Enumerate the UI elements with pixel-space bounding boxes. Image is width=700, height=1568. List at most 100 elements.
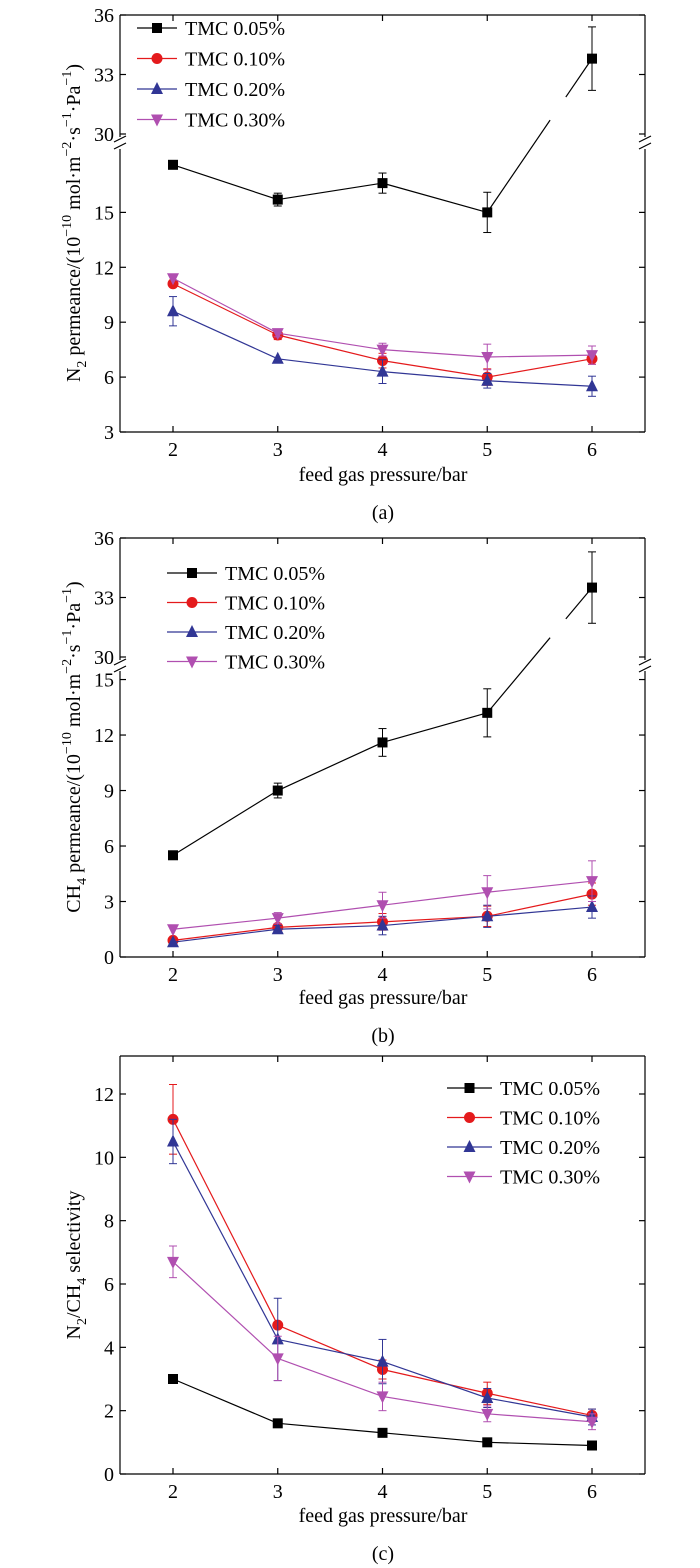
data-point	[481, 1408, 494, 1421]
legend-marker	[463, 1140, 476, 1152]
axis-break-mark	[113, 142, 127, 150]
data-point	[481, 1391, 494, 1403]
data-point	[168, 1374, 178, 1384]
legend-label: TMC 0.20%	[225, 622, 325, 644]
series-line	[277, 1422, 383, 1434]
x-tick-label: 5	[482, 1481, 492, 1503]
series-line	[277, 1324, 383, 1371]
legend-label: TMC 0.30%	[225, 652, 325, 674]
x-tick-label: 2	[168, 1481, 178, 1503]
series-line	[382, 1432, 488, 1443]
series-line	[382, 891, 488, 906]
legend-label: TMC 0.10%	[225, 593, 325, 615]
data-point	[481, 887, 494, 900]
axis-break-mark	[638, 142, 652, 150]
data-point	[481, 373, 494, 386]
y-tick-label: 30	[94, 124, 114, 146]
series-line	[487, 380, 593, 387]
series-line	[277, 904, 383, 919]
series-line	[487, 880, 593, 893]
panel-c-xlabel: feed gas pressure/bar	[299, 1505, 468, 1527]
y-tick-label: 3	[104, 422, 114, 444]
panel-b-ylabel: CH4 permeance/(10−10 mol·m−2·s−1·Pa−1)	[60, 581, 90, 912]
series-line	[487, 354, 593, 358]
x-tick-label: 6	[587, 1481, 597, 1503]
y-tick-label: 10	[94, 1147, 114, 1169]
axis-break-mark	[638, 658, 652, 666]
legend: TMC 0.05% TMC 0.10% TMC 0.20% TMC 0.30%	[137, 18, 285, 132]
panel-b-label: (b)	[371, 1025, 394, 1047]
legend-label: TMC 0.20%	[500, 1137, 600, 1159]
legend-marker	[186, 625, 198, 637]
legend-marker	[187, 568, 197, 578]
data-point	[377, 178, 388, 189]
data-point	[167, 273, 179, 286]
data-point	[481, 351, 494, 364]
series-tmc-0-30-	[167, 1245, 598, 1431]
series-line	[277, 334, 383, 362]
data-point	[376, 344, 389, 357]
y-tick-label: 15	[94, 202, 114, 224]
y-tick-label: 9	[104, 312, 114, 334]
x-tick-label: 3	[273, 439, 283, 461]
data-point	[482, 1437, 493, 1448]
legend-label: TMC 0.10%	[500, 1108, 600, 1130]
data-point	[376, 1391, 389, 1404]
series-line	[487, 1392, 593, 1417]
panel-a-ylabel: N2 permeance/(10−10 mol·m−2·s−1·Pa−1)	[60, 64, 90, 382]
y-tick-label: 4	[104, 1337, 114, 1359]
series-line	[487, 1441, 593, 1447]
series-line	[277, 741, 383, 792]
legend-label: TMC 0.05%	[225, 563, 325, 585]
panel-c-ylabel: N2/CH4 selectivity	[63, 1191, 90, 1340]
series-tmc-0-30-	[167, 273, 598, 371]
y-tick-label: 8	[104, 1211, 114, 1233]
series-line	[487, 893, 593, 917]
y-tick-label: 6	[104, 367, 114, 389]
series-tmc-0-05-	[168, 1374, 597, 1451]
series-tmc-0-20-	[167, 1118, 598, 1426]
data-point	[376, 900, 389, 913]
series-line	[172, 917, 278, 930]
data-point	[168, 159, 178, 170]
panel-c-marks: 2 3 4 5 6 0 2 4 6 8 10 12 TMC 0.05% TMC 0.10% TMC 0.20…	[94, 1055, 646, 1503]
series-line	[277, 1338, 383, 1363]
legend-label: TMC 0.20%	[185, 79, 285, 101]
x-tick-label: 2	[168, 964, 178, 986]
data-point	[587, 53, 597, 64]
y-tick-label: 9	[104, 781, 114, 803]
axis-break-mark	[113, 135, 127, 143]
data-point	[271, 351, 284, 364]
x-tick-label: 6	[587, 439, 597, 461]
series-line	[382, 1361, 488, 1399]
legend-marker	[152, 23, 162, 33]
series-tmc-0-30-	[167, 860, 598, 937]
legend-marker	[151, 53, 163, 64]
data-point	[271, 328, 284, 341]
x-tick-label: 3	[273, 1481, 283, 1503]
legend-marker	[186, 597, 198, 608]
series-line	[382, 915, 488, 927]
legend: TMC 0.05% TMC 0.10% TMC 0.20% TMC 0.30%	[447, 1078, 600, 1189]
data-point	[586, 1416, 598, 1429]
y-tick-label: 0	[104, 947, 114, 969]
panel-a-label: (a)	[372, 502, 394, 524]
y-tick-label: 3	[104, 892, 114, 914]
data-point	[272, 785, 283, 796]
data-point	[167, 935, 179, 948]
data-point	[376, 918, 389, 931]
series-line	[172, 277, 279, 334]
panel-c: 2 3 4 5 6 0 2 4 6 8 10 12 TMC 0.05% TMC 0.10% TMC 0.20…	[63, 1055, 646, 1565]
legend-marker	[186, 656, 198, 669]
data-point	[482, 707, 493, 718]
data-point	[481, 909, 494, 922]
y-tick-label: 33	[94, 588, 114, 610]
series-line	[277, 332, 383, 351]
series-line	[172, 164, 278, 201]
series-line	[277, 921, 383, 929]
x-tick-label: 3	[273, 964, 283, 986]
y-tick-label: 6	[104, 1274, 114, 1296]
data-point	[587, 582, 597, 593]
